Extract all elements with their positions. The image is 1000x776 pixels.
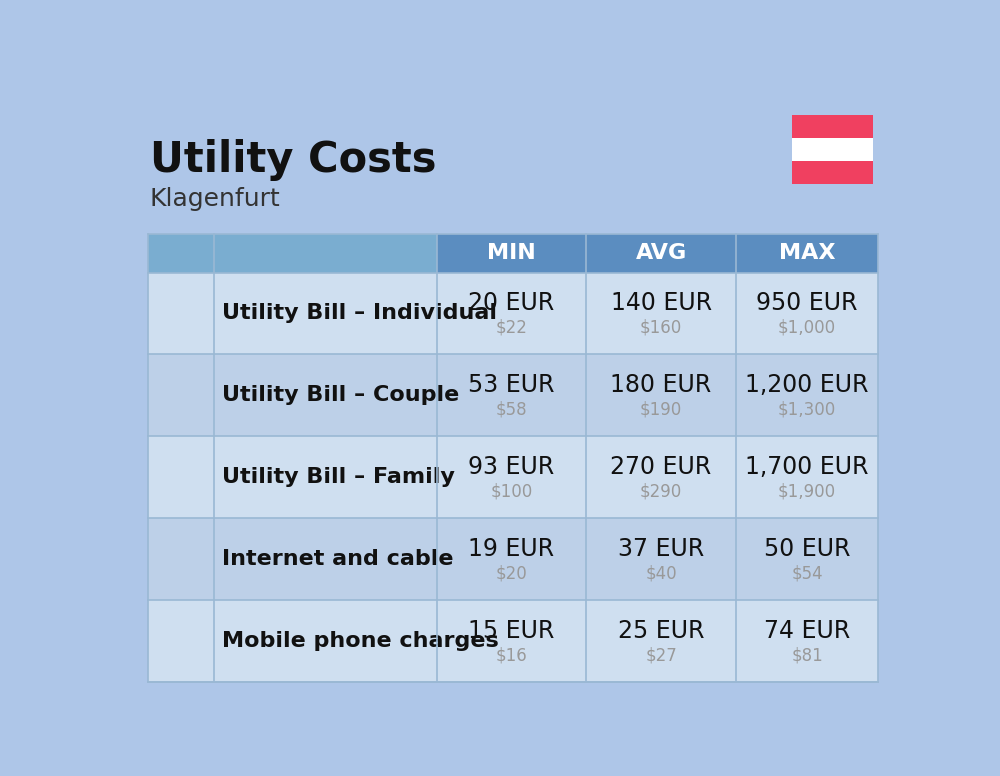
FancyBboxPatch shape [148, 355, 878, 436]
Text: 140 EUR: 140 EUR [611, 292, 712, 316]
Text: Klagenfurt: Klagenfurt [150, 187, 281, 211]
Text: Utility Bill – Individual: Utility Bill – Individual [222, 303, 497, 324]
Text: $290: $290 [640, 482, 682, 501]
Text: 53 EUR: 53 EUR [468, 373, 555, 397]
Text: Internet and cable: Internet and cable [222, 549, 453, 570]
Text: MAX: MAX [779, 244, 835, 263]
Text: 19 EUR: 19 EUR [468, 537, 555, 561]
Text: 20 EUR: 20 EUR [468, 292, 555, 316]
FancyBboxPatch shape [148, 518, 878, 601]
Text: 25 EUR: 25 EUR [618, 619, 704, 643]
Text: 15 EUR: 15 EUR [468, 619, 555, 643]
Text: $190: $190 [640, 400, 682, 418]
Text: $54: $54 [791, 564, 823, 582]
FancyBboxPatch shape [148, 234, 437, 272]
Text: 1,200 EUR: 1,200 EUR [745, 373, 869, 397]
FancyBboxPatch shape [148, 601, 878, 682]
Text: Utility Bill – Couple: Utility Bill – Couple [222, 386, 459, 405]
Text: $40: $40 [645, 564, 677, 582]
Text: 180 EUR: 180 EUR [610, 373, 712, 397]
Text: 1,700 EUR: 1,700 EUR [745, 456, 869, 480]
FancyBboxPatch shape [148, 436, 878, 518]
Text: MIN: MIN [487, 244, 536, 263]
Text: $58: $58 [496, 400, 527, 418]
Text: 950 EUR: 950 EUR [756, 292, 858, 316]
Text: $1,000: $1,000 [778, 318, 836, 336]
Text: $100: $100 [490, 482, 533, 501]
Text: $1,900: $1,900 [778, 482, 836, 501]
Text: $20: $20 [496, 564, 527, 582]
Text: Mobile phone charges: Mobile phone charges [222, 631, 498, 651]
Text: 50 EUR: 50 EUR [764, 537, 850, 561]
Text: 93 EUR: 93 EUR [468, 456, 555, 480]
Text: $81: $81 [791, 646, 823, 664]
Text: $22: $22 [496, 318, 527, 336]
Text: Utility Costs: Utility Costs [150, 140, 436, 182]
Text: 74 EUR: 74 EUR [764, 619, 850, 643]
Text: Utility Bill – Family: Utility Bill – Family [222, 467, 455, 487]
Text: $16: $16 [496, 646, 527, 664]
Text: 37 EUR: 37 EUR [618, 537, 704, 561]
Text: $27: $27 [645, 646, 677, 664]
Text: AVG: AVG [635, 244, 687, 263]
Text: $1,300: $1,300 [778, 400, 836, 418]
Text: $160: $160 [640, 318, 682, 336]
FancyBboxPatch shape [792, 161, 873, 184]
FancyBboxPatch shape [792, 115, 873, 138]
FancyBboxPatch shape [792, 138, 873, 161]
Text: 270 EUR: 270 EUR [610, 456, 712, 480]
FancyBboxPatch shape [148, 272, 878, 355]
FancyBboxPatch shape [148, 234, 878, 272]
